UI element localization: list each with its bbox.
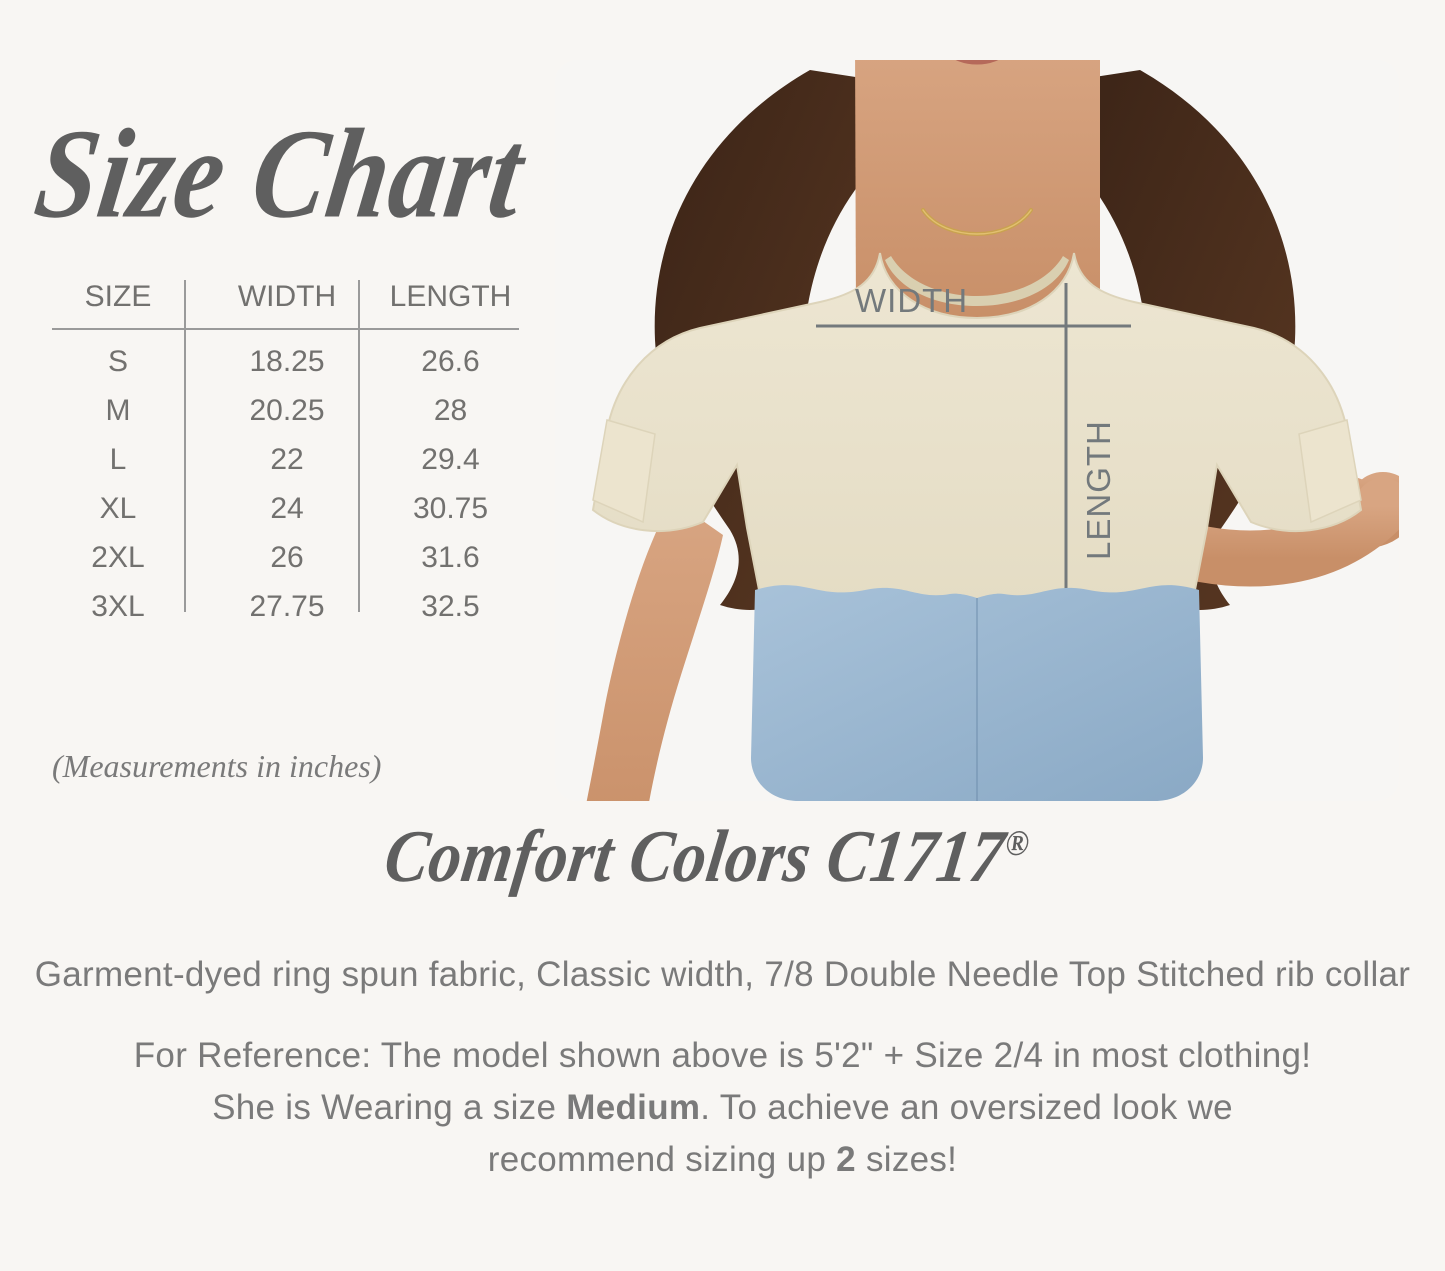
svg-text:WIDTH: WIDTH [855, 282, 968, 319]
svg-text:LENGTH: LENGTH [1080, 420, 1117, 560]
